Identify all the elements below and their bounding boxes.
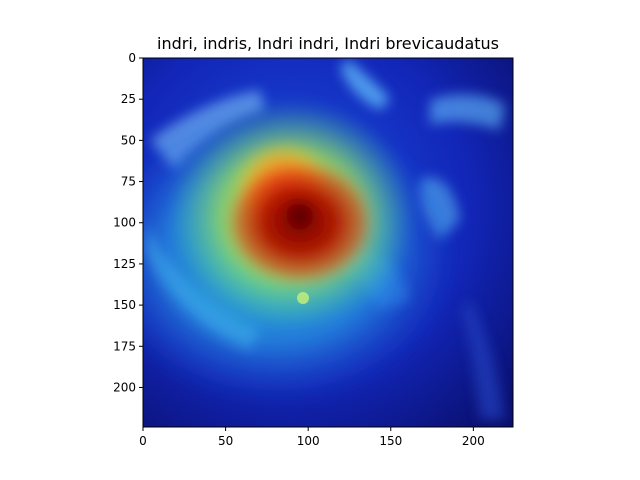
x-tick-label: 0 (139, 434, 147, 448)
y-tick-label: 200 (113, 380, 136, 394)
image-highlight-spot (297, 292, 309, 304)
x-tick-label: 200 (462, 434, 485, 448)
activation-peak (285, 200, 314, 229)
y-axis: 0 25 50 75 100 125 150 175 200 (113, 51, 143, 394)
x-axis: 0 50 100 150 200 (139, 427, 485, 448)
y-tick-label: 50 (121, 133, 136, 147)
y-tick-label: 0 (128, 51, 136, 65)
activation-heat-layer (143, 99, 457, 404)
y-tick-label: 125 (113, 257, 136, 271)
x-tick-label: 150 (379, 434, 402, 448)
x-tick-label: 100 (297, 434, 320, 448)
y-tick-label: 25 (121, 92, 136, 106)
y-tick-label: 75 (121, 175, 136, 189)
y-tick-label: 150 (113, 298, 136, 312)
y-tick-label: 100 (113, 216, 136, 230)
y-tick-label: 175 (113, 339, 136, 353)
heatmap-plot-area (143, 58, 513, 427)
plot-frame (142, 57, 514, 428)
x-tick-label: 50 (218, 434, 233, 448)
chart-title: indri, indris, Indri indri, Indri brevic… (157, 34, 499, 53)
